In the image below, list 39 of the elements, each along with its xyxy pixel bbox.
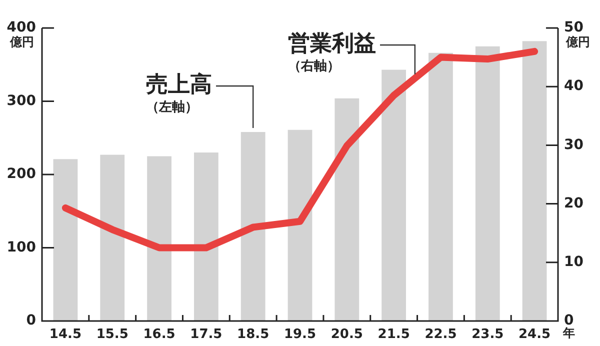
x-tick-label: 14.5 [49, 327, 82, 342]
bar [240, 132, 266, 321]
y-axis-title: 億円 [9, 35, 34, 50]
bar [147, 156, 172, 321]
x-tick-label: 16.5 [143, 327, 176, 342]
y2-tick-label: 10 [564, 254, 584, 270]
x-tick-label: 24.5 [518, 327, 551, 342]
y-tick-label: 400 [6, 20, 36, 36]
x-axis-title: 年 [562, 326, 575, 340]
y2-tick-label: 50 [564, 20, 584, 36]
y2-tick-label: 20 [564, 195, 584, 212]
x-tick-label: 20.5 [330, 327, 363, 342]
x-tick-label: 18.5 [237, 327, 270, 342]
y2-axis-title: 億円 [565, 35, 590, 50]
annotation: （左軸） [146, 100, 198, 115]
y-tick-label: 300 [6, 92, 36, 109]
bar [100, 154, 125, 321]
x-tick-label: 23.5 [472, 327, 504, 342]
x-tick-label: 19.5 [284, 327, 316, 342]
bar [382, 70, 406, 321]
text: 売上高 [146, 72, 212, 98]
y-tick-label: 100 [6, 239, 36, 256]
bar [475, 46, 500, 321]
y-tick-label: 0 [26, 312, 36, 329]
y-tick-label: 200 [6, 166, 36, 182]
x-tick-label: 22.5 [424, 327, 457, 342]
x-tick-label: 15.5 [96, 327, 128, 342]
bar [288, 130, 312, 321]
y2-tick-label: 30 [564, 136, 584, 153]
bar [522, 41, 547, 321]
x-tick-label: 17.5 [190, 327, 222, 342]
x-tick-label: 21.5 [378, 327, 410, 342]
bar [334, 98, 360, 321]
series-label: 営業利益 [288, 32, 376, 57]
bar [53, 159, 78, 321]
y2-tick-label: 40 [564, 78, 584, 94]
bar [428, 52, 453, 321]
annotation: （右軸） [288, 58, 340, 74]
bar [194, 152, 218, 321]
